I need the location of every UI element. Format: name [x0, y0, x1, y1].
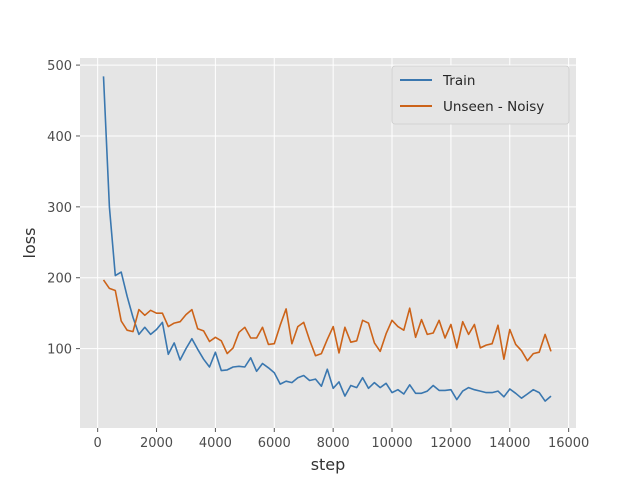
y-axis: 100 200 300 400 500	[47, 59, 80, 358]
series-layer	[102, 76, 552, 402]
x-tick-label: 12000	[430, 436, 471, 451]
x-tick-label: 4000	[199, 436, 232, 451]
y-tick-label: 300	[47, 201, 72, 216]
series-line-train	[102, 76, 552, 402]
y-tick-label: 400	[47, 130, 72, 145]
legend-label-train: Train	[442, 73, 475, 89]
x-tick-label: 8000	[317, 436, 350, 451]
x-tick-label: 2000	[140, 436, 173, 451]
series-line-unseen-noisy	[102, 279, 552, 362]
legend: Train Unseen - Noisy	[391, 65, 570, 125]
y-axis-label: loss	[20, 228, 39, 259]
y-tick-label: 200	[47, 272, 72, 287]
y-tick-label: 500	[47, 59, 72, 74]
x-tick-label: 16000	[548, 436, 589, 451]
x-tick-label: 14000	[489, 436, 530, 451]
x-axis-label: step	[311, 455, 346, 474]
x-tick-label: 0	[94, 436, 102, 451]
x-tick-label: 10000	[371, 436, 412, 451]
legend-label-unseen-noisy: Unseen - Noisy	[443, 99, 544, 115]
y-tick-label: 100	[47, 343, 72, 358]
legend-box	[391, 65, 570, 125]
x-axis: 0 2000 4000 6000 8000 10000 12000 14000 16000	[94, 428, 589, 451]
x-tick-label: 6000	[258, 436, 291, 451]
